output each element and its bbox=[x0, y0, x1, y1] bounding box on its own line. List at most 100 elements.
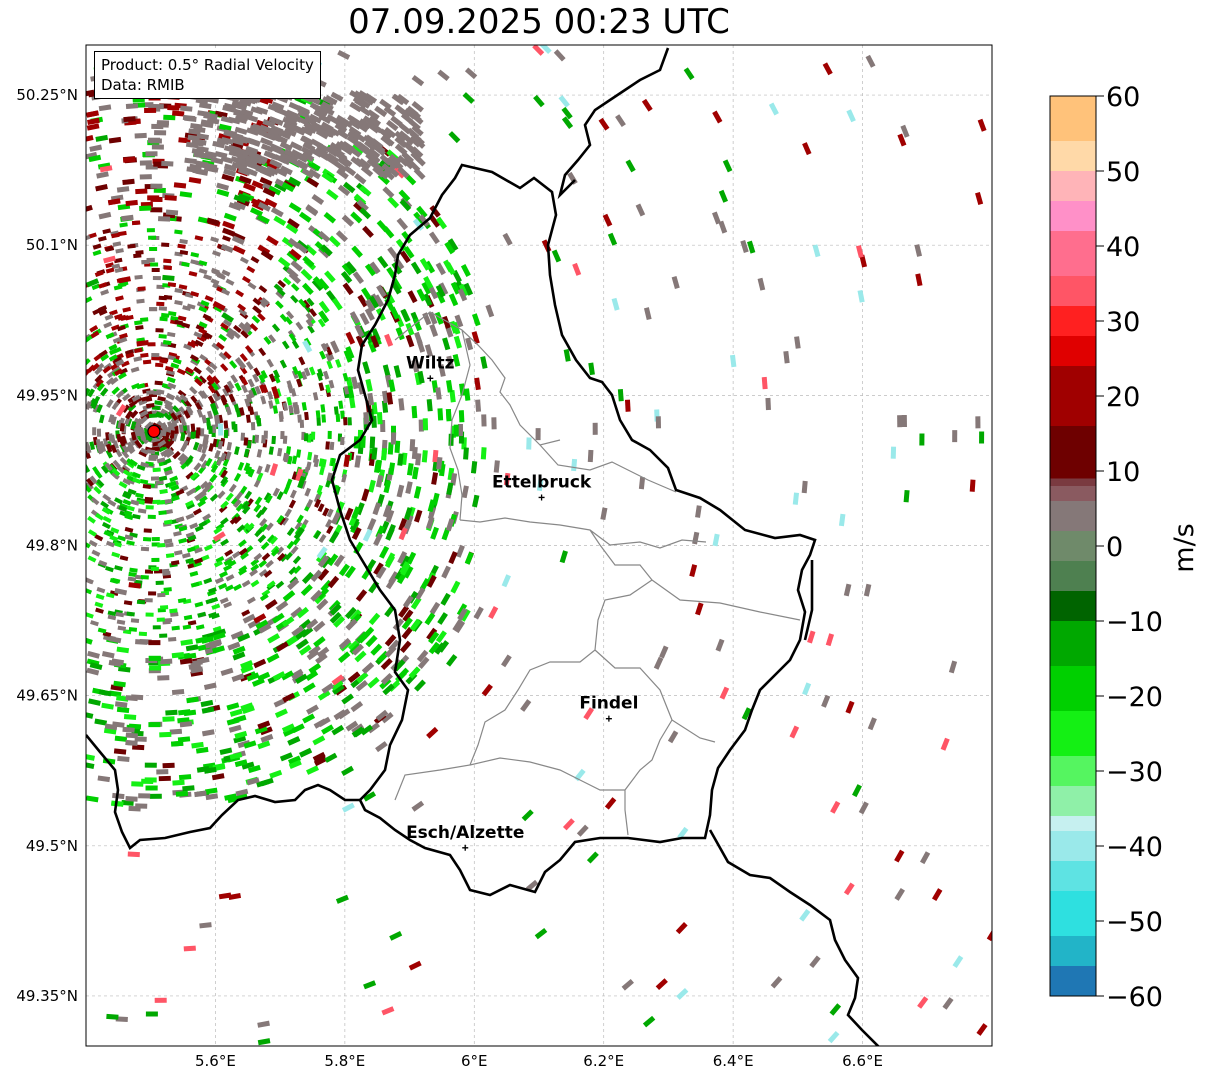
echo-gate bbox=[294, 673, 308, 685]
echo-gate bbox=[151, 537, 160, 542]
echo-gate bbox=[843, 583, 852, 597]
echo-gate bbox=[140, 317, 149, 322]
echo-gate bbox=[416, 649, 429, 663]
echo-gate bbox=[295, 321, 304, 331]
echo-gate bbox=[802, 682, 812, 696]
echo-gate bbox=[387, 196, 400, 209]
echo-gate bbox=[240, 551, 249, 560]
echo-gate bbox=[233, 324, 242, 333]
echo-gate bbox=[119, 555, 129, 561]
echo-gate bbox=[446, 379, 453, 393]
echo-gate bbox=[411, 405, 418, 419]
echo-gate bbox=[363, 412, 370, 425]
echo-gate bbox=[300, 584, 313, 597]
echo-gate bbox=[588, 362, 595, 376]
echo-gate bbox=[202, 313, 212, 321]
echo-gate bbox=[373, 294, 385, 308]
echo-gate bbox=[185, 644, 199, 652]
echo-gate bbox=[230, 156, 244, 165]
echo-gate bbox=[328, 599, 341, 612]
echo-gate bbox=[192, 508, 202, 516]
echo-gate bbox=[150, 566, 159, 571]
echo-gate bbox=[275, 641, 289, 652]
echo-gate bbox=[625, 159, 636, 173]
echo-gate bbox=[194, 339, 204, 347]
echo-gate bbox=[807, 630, 816, 644]
echo-gate bbox=[205, 366, 215, 375]
echo-gate bbox=[165, 542, 174, 548]
echo-gate bbox=[249, 323, 259, 332]
echo-gate bbox=[292, 401, 300, 415]
echo-gate bbox=[119, 423, 125, 432]
echo-gate bbox=[108, 354, 118, 362]
echo-gate bbox=[362, 361, 371, 375]
echo-gate bbox=[199, 453, 207, 462]
echo-gate bbox=[205, 165, 219, 173]
echo-gate bbox=[135, 492, 144, 499]
echo-gate bbox=[418, 214, 430, 227]
echo-gate bbox=[268, 373, 276, 383]
echo-gate bbox=[141, 778, 154, 785]
colorbar-tick-label: −30 bbox=[1106, 757, 1163, 788]
echo-gate bbox=[105, 332, 115, 340]
echo-gate bbox=[457, 423, 464, 437]
echo-gate bbox=[162, 340, 172, 346]
echo-gate bbox=[158, 306, 168, 311]
echo-gate bbox=[322, 507, 330, 517]
echo-gate bbox=[243, 448, 250, 458]
echo-gate bbox=[424, 344, 433, 358]
echo-gate bbox=[391, 158, 404, 170]
echo-gate bbox=[218, 582, 228, 590]
echo-gate bbox=[244, 344, 254, 354]
echo-gate bbox=[102, 493, 112, 502]
echo-gate bbox=[101, 507, 111, 515]
echo-gate bbox=[88, 154, 102, 163]
echo-gate bbox=[98, 559, 108, 567]
echo-gate bbox=[340, 436, 345, 446]
echo-gate bbox=[126, 611, 135, 617]
echo-gate bbox=[667, 730, 679, 744]
echo-gate bbox=[271, 612, 285, 624]
echo-gate bbox=[276, 491, 284, 501]
city-marker-icon bbox=[427, 375, 434, 382]
echo-gate bbox=[206, 410, 214, 420]
echo-gate bbox=[441, 315, 451, 329]
echo-gate bbox=[92, 403, 100, 413]
echo-gate bbox=[134, 439, 143, 449]
echo-gate bbox=[336, 128, 350, 140]
echo-gate bbox=[952, 430, 958, 443]
echo-gate bbox=[209, 473, 218, 483]
city-label: Findel bbox=[579, 694, 638, 714]
echo-gate bbox=[219, 570, 228, 578]
echo-gate bbox=[98, 308, 108, 316]
echo-gate bbox=[169, 475, 179, 483]
echo-gate bbox=[217, 490, 226, 499]
echo-gate bbox=[98, 414, 105, 424]
echo-gate bbox=[237, 193, 251, 203]
echo-gate bbox=[194, 601, 204, 608]
echo-gate bbox=[260, 249, 274, 261]
echo-gate bbox=[125, 739, 138, 746]
echo-gate bbox=[161, 383, 171, 389]
echo-gate bbox=[108, 343, 118, 351]
echo-gate bbox=[144, 598, 153, 603]
echo-gate bbox=[108, 414, 115, 423]
echo-gate bbox=[351, 643, 364, 656]
echo-gate bbox=[121, 404, 130, 414]
echo-gate bbox=[213, 526, 223, 535]
echo-gate bbox=[655, 416, 662, 429]
echo-gate bbox=[315, 653, 328, 665]
echo-gate bbox=[123, 116, 136, 123]
echo-gate bbox=[300, 626, 314, 638]
echo-gate bbox=[308, 168, 321, 180]
echo-gate bbox=[220, 469, 228, 479]
echo-gate bbox=[230, 132, 244, 141]
echo-gate bbox=[200, 459, 209, 469]
echo-gate bbox=[234, 102, 248, 111]
echo-gate bbox=[133, 356, 143, 362]
echo-gate bbox=[224, 584, 234, 592]
echo-gate bbox=[561, 116, 574, 130]
echo-gate bbox=[145, 151, 158, 157]
echo-gate bbox=[408, 160, 421, 173]
echo-gate bbox=[729, 354, 737, 368]
